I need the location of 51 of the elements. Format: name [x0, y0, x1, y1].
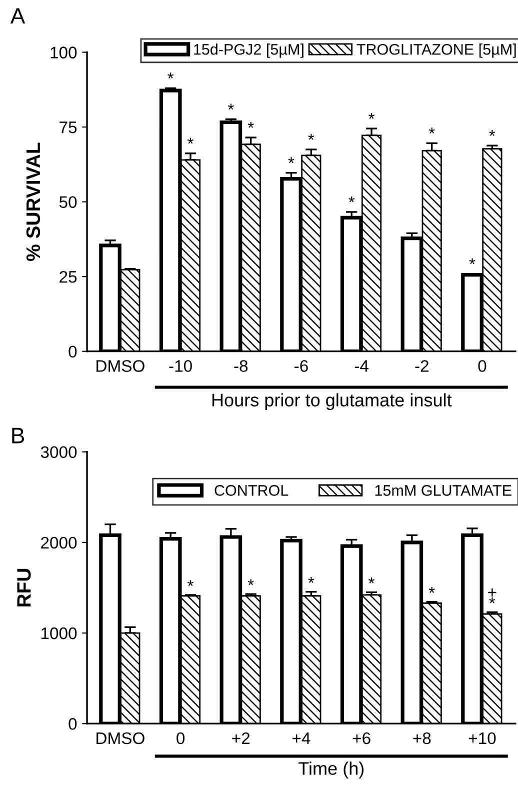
x-tick-label: +2 [232, 732, 250, 744]
annotation: * [428, 128, 435, 134]
annotation: * [308, 577, 314, 583]
x-tick-label: +4 [292, 732, 310, 744]
annotation: * [368, 112, 374, 119]
annotation: * [368, 577, 374, 584]
y-tick-label: 0 [68, 346, 77, 358]
x-tick-label: 0 [176, 732, 185, 744]
text: A [10, 8, 26, 24]
legend-label: 15d-PGJ2 [5µM] [194, 44, 304, 58]
annotation: * [428, 587, 435, 593]
y-tick-label: 75 [60, 122, 77, 134]
y-tick-label: 1000 [42, 627, 77, 640]
annotation: * [188, 138, 194, 144]
annotation: * [489, 130, 496, 136]
annotation: * [288, 157, 294, 164]
text: B [12, 428, 24, 444]
x-tick-label: DMSO [96, 360, 144, 372]
x-tick-label: DMSO [96, 732, 144, 744]
annotation: + [488, 588, 496, 597]
x-tick-label: -8 [234, 360, 248, 372]
annotation: * [469, 258, 476, 264]
x-tick-label: 0 [478, 360, 486, 372]
annotation: * [248, 579, 254, 586]
annotation: * [248, 122, 254, 128]
x-axis-title: Hours prior to glutamate insult [212, 393, 452, 410]
y-tick-label: 100 [50, 46, 77, 58]
x-tick-label: -6 [294, 360, 308, 372]
y-tick-label: 25 [60, 270, 77, 283]
x-tick-label: -4 [354, 360, 368, 372]
legend-label: TROGLITAZONE [5µM] [356, 44, 516, 58]
legend-label: CONTROL [214, 485, 288, 496]
y-axis-title: % SURVIVAL [26, 142, 40, 261]
legend-label: 15mM GLUTAMATE [375, 485, 512, 496]
y-axis-title: RFU [17, 568, 31, 606]
x-tick-label: +8 [413, 732, 431, 744]
y-tick-label: 50 [59, 196, 77, 208]
y-tick-label: 2000 [41, 536, 77, 549]
annotation: * [308, 134, 314, 140]
x-axis-title: Time (h) [298, 762, 364, 778]
x-tick-label: -2 [415, 360, 428, 372]
annotation: * [228, 104, 234, 110]
annotation: * [489, 597, 496, 604]
x-tick-label: +10 [468, 732, 496, 744]
annotation: * [348, 196, 355, 202]
x-tick-label: -10 [169, 360, 192, 372]
annotation: * [168, 72, 174, 78]
y-tick-label: 0 [68, 718, 77, 730]
annotation: * [188, 580, 194, 586]
y-tick-label: 3000 [40, 446, 77, 458]
x-tick-label: +6 [352, 732, 370, 744]
